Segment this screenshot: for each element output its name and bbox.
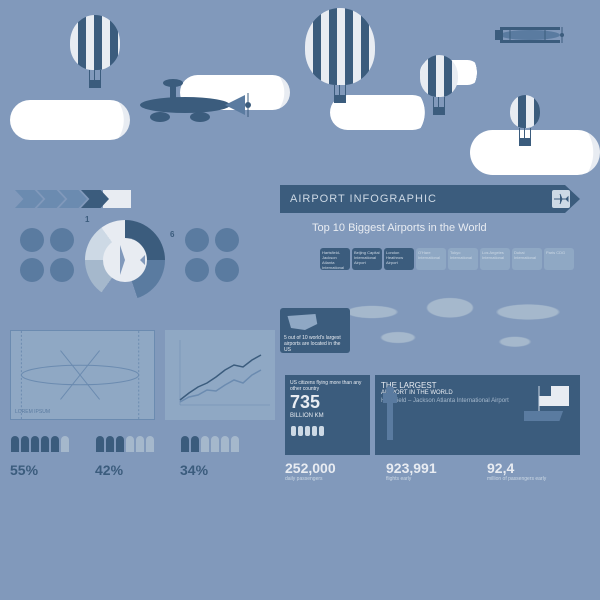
airport-chip: Beijing Capital International Airport xyxy=(352,248,382,270)
stat-item: 92,4million of passengers early xyxy=(487,460,580,482)
gate-icon xyxy=(20,258,44,282)
usa-callout: 5 out of 10 world's largest airports are… xyxy=(280,308,350,353)
largest-airport: THE LARGEST AIRPORT IN THE WORLD Hartsfi… xyxy=(375,375,580,455)
title-text: AIRPORT INFOGRAPHIC xyxy=(290,193,437,205)
stat-item: 252,000daily passengers xyxy=(285,460,378,482)
airport-chip: Los Angeles International xyxy=(480,248,510,270)
hot-air-balloon-icon xyxy=(420,55,458,115)
people-group: 55% xyxy=(10,435,95,478)
airport-chip: Dubai International xyxy=(512,248,542,270)
line-chart xyxy=(165,330,275,420)
luggage-icon xyxy=(215,258,239,282)
people-group: 42% xyxy=(95,435,180,478)
wifi-icon xyxy=(50,228,74,252)
airport-chip: London Heathrow Airport xyxy=(384,248,414,270)
icon-grid-right xyxy=(185,228,239,282)
payment-icon xyxy=(185,228,209,252)
food-icon xyxy=(20,228,44,252)
stat-item: 923,991flights early xyxy=(386,460,479,482)
airplane-blueprint: LOREM IPSUM xyxy=(10,330,155,420)
departure-icon xyxy=(50,258,74,282)
airport-chip: Paris CDG xyxy=(544,248,574,270)
airport-chips: Hartsfield-Jackson Atlanta International… xyxy=(320,248,574,270)
hot-air-balloon-icon xyxy=(305,8,375,103)
bottom-stats: 252,000daily passengers 923,991flights ea… xyxy=(285,460,580,482)
sky-scene xyxy=(0,0,600,180)
donut-chart-section: 1 6 xyxy=(10,220,270,320)
cloud xyxy=(10,100,130,140)
biplane-icon xyxy=(490,15,580,55)
hot-air-balloon-icon xyxy=(70,15,120,88)
people-row-icon xyxy=(290,423,365,441)
airport-chip: Hartsfield-Jackson Atlanta International… xyxy=(320,248,350,270)
icon-grid-left xyxy=(20,228,74,282)
people-percentages: 55%42%34% xyxy=(10,435,275,490)
donut-chart xyxy=(85,220,165,300)
airplane-badge-icon xyxy=(552,190,570,208)
control-tower-icon xyxy=(380,385,400,440)
world-map-section: Hartsfield-Jackson Atlanta International… xyxy=(280,248,585,368)
hot-air-balloon-icon xyxy=(510,95,540,146)
passport-icon xyxy=(215,228,239,252)
people-group: 34% xyxy=(180,435,265,478)
subtitle: Top 10 Biggest Airports in the World xyxy=(312,222,487,234)
title-bar: AIRPORT INFOGRAPHIC xyxy=(280,185,580,213)
world-map xyxy=(320,278,580,363)
usa-flag-icon xyxy=(524,381,574,421)
arrow-strip xyxy=(15,190,125,208)
coffee-icon xyxy=(185,258,209,282)
airport-chip: O'Hare International xyxy=(416,248,446,270)
airplane-icon xyxy=(130,75,260,125)
stat-735: US citizens flying more than any other c… xyxy=(285,375,370,455)
airport-chip: Tokyo International xyxy=(448,248,478,270)
